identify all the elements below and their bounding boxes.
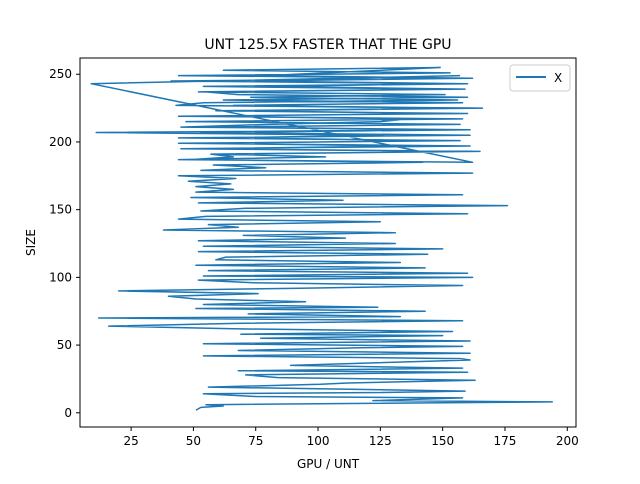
x-tick-label: 75	[248, 434, 263, 448]
x-tick-label: 125	[369, 434, 392, 448]
x-tick-label: 175	[494, 434, 517, 448]
x-tick-label: 50	[186, 434, 201, 448]
legend-label: X	[554, 71, 562, 85]
y-tick-label: 250	[49, 67, 72, 81]
x-tick-label: 150	[431, 434, 454, 448]
x-tick-label: 100	[307, 434, 330, 448]
chart-title: UNT 125.5X FASTER THAT THE GPU	[204, 37, 451, 53]
y-tick-label: 150	[49, 203, 72, 217]
series-line-X	[90, 66, 554, 411]
x-tick-label: 200	[556, 434, 579, 448]
axes-frame	[79, 57, 577, 428]
y-tick-label: 50	[57, 338, 72, 352]
x-axis-label: GPU / UNT	[297, 457, 360, 471]
x-axis-ticks: 25 50 75 100 125 150 175 200	[123, 427, 579, 448]
y-axis-label: SIZE	[24, 229, 38, 256]
y-tick-label: 200	[49, 135, 72, 149]
series-layer	[90, 66, 554, 411]
x-tick-label: 25	[123, 434, 138, 448]
y-tick-label: 100	[49, 270, 72, 284]
y-tick-label: 0	[64, 406, 72, 420]
y-axis-ticks: 0 50 100 150 200 250	[49, 67, 80, 420]
legend: X	[509, 64, 571, 92]
